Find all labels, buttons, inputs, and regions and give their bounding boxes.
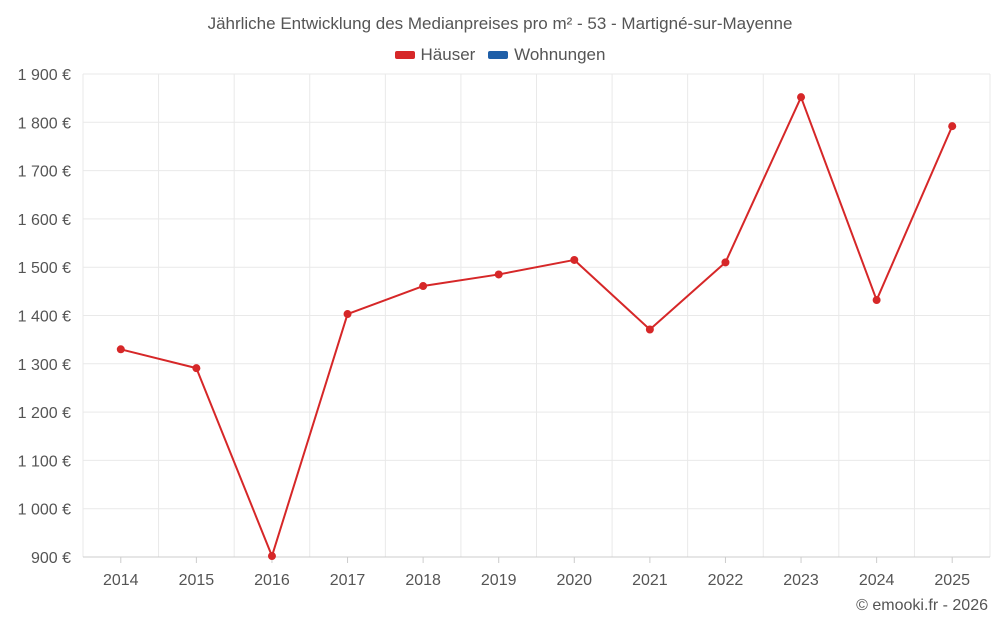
x-tick-label: 2022 — [708, 572, 744, 589]
copyright-footer: © emooki.fr - 2026 — [856, 597, 988, 614]
data-point-houses-2019 — [494, 270, 503, 279]
x-tick-label: 2018 — [405, 572, 441, 589]
y-tick-label: 1 700 € — [18, 164, 71, 181]
y-tick-label: 1 300 € — [18, 357, 71, 374]
legend-label-apartments: Wohnungen — [514, 45, 606, 64]
legend-item-houses[interactable]: Häuser — [394, 45, 476, 65]
data-point-houses-2017 — [343, 310, 352, 319]
x-tick-label: 2016 — [254, 572, 290, 589]
series-line-houses — [120, 96, 954, 558]
data-point-houses-2023 — [797, 93, 806, 102]
data-point-houses-2024 — [872, 296, 881, 305]
data-point-houses-2025 — [948, 122, 957, 131]
data-point-houses-2021 — [645, 325, 654, 334]
data-point-houses-2020 — [570, 255, 579, 264]
data-point-houses-2016 — [267, 552, 276, 561]
y-tick-label: 1 500 € — [18, 260, 71, 277]
data-point-houses-2014 — [116, 345, 125, 354]
y-tick-label: 1 800 € — [18, 115, 71, 132]
y-tick-label: 1 200 € — [18, 405, 71, 422]
x-tick-label: 2017 — [330, 572, 366, 589]
y-tick-label: 1 900 € — [18, 67, 71, 84]
x-tick-label: 2015 — [179, 572, 215, 589]
y-tick-label: 1 600 € — [18, 212, 71, 229]
y-tick-label: 900 € — [31, 550, 71, 567]
legend-swatch-apartments — [488, 51, 509, 59]
x-tick-label: 2025 — [934, 572, 970, 589]
legend-label-houses: Häuser — [420, 45, 476, 64]
y-tick-label: 1 400 € — [18, 309, 71, 326]
legend-swatch-houses — [394, 51, 415, 59]
x-tick-label: 2019 — [481, 572, 517, 589]
y-tick-label: 1 100 € — [18, 453, 71, 470]
data-point-houses-2015 — [192, 364, 201, 373]
data-point-houses-2022 — [721, 258, 730, 267]
chart-legend: Häuser Wohnungen — [0, 44, 1000, 65]
legend-item-apartments[interactable]: Wohnungen — [488, 45, 605, 65]
data-point-houses-2018 — [419, 282, 428, 291]
x-tick-label: 2023 — [783, 572, 819, 589]
x-tick-label: 2014 — [103, 572, 139, 589]
chart-title: Jährliche Entwicklung des Medianpreises … — [207, 14, 793, 33]
x-tick-label: 2021 — [632, 572, 668, 589]
x-tick-label: 2020 — [556, 572, 592, 589]
x-tick-label: 2024 — [859, 572, 895, 589]
y-tick-label: 1 000 € — [18, 502, 71, 519]
